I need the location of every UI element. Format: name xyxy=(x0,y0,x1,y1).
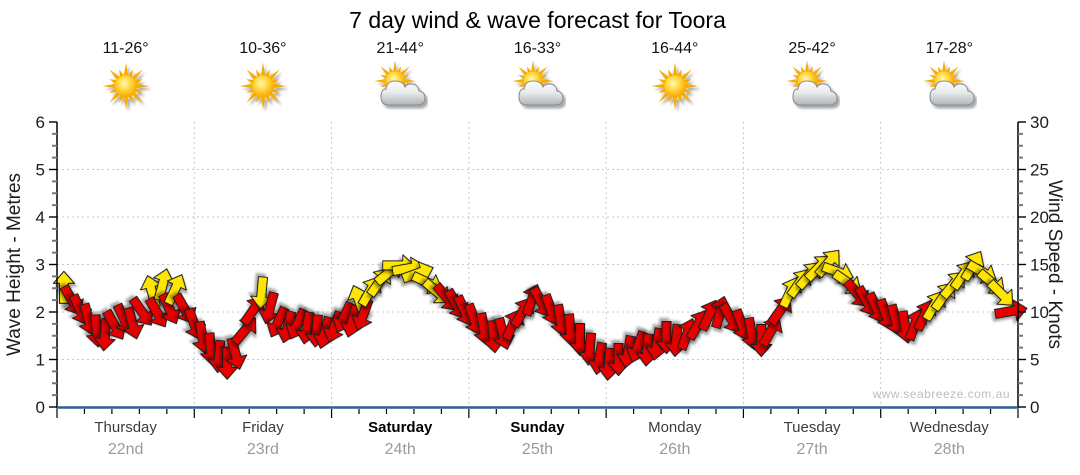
wind-speed-tick-label: 0 xyxy=(1030,398,1039,417)
sunny-icon xyxy=(239,62,287,110)
wind-arrow xyxy=(994,299,1028,322)
seabreeze-watermark: www.seabreeze.com.au xyxy=(872,387,1010,401)
cloud xyxy=(380,80,426,106)
day-date-label: 23rd xyxy=(246,441,279,458)
wind-speed-tick-label: 10 xyxy=(1030,303,1049,322)
day-name-label: Wednesday xyxy=(909,419,989,436)
wave-height-tick-label: 3 xyxy=(36,256,45,275)
wind-arrows-layer xyxy=(52,249,1028,381)
day-name-label: Sunday xyxy=(510,419,565,436)
wind-arrow xyxy=(163,274,187,307)
day-date-label: 26th xyxy=(659,441,691,458)
sun-rays xyxy=(239,62,287,110)
cloud xyxy=(517,80,564,106)
wind-arrow xyxy=(225,336,248,370)
sun-disc xyxy=(114,75,137,97)
day-name-label: Friday xyxy=(242,419,284,436)
sun-rays xyxy=(102,62,150,110)
wind-speed-tick-label: 30 xyxy=(1030,113,1049,132)
wind-arrow xyxy=(986,278,1014,306)
wave-height-tick-label: 6 xyxy=(36,113,45,132)
cloud xyxy=(792,80,838,106)
wave-height-tick-label: 0 xyxy=(36,398,45,417)
wave-height-tick-label: 5 xyxy=(36,161,45,180)
day-name-label: Saturday xyxy=(368,419,433,436)
wave-height-tick-label: 4 xyxy=(36,208,45,227)
day-name-label: Monday xyxy=(648,419,702,436)
sun-rays xyxy=(651,62,699,110)
wind-speed-tick-label: 20 xyxy=(1030,208,1049,227)
temperature-range: 25-42° xyxy=(788,40,836,57)
partly-cloudy-icon xyxy=(923,61,975,106)
day-date-label: 27th xyxy=(796,441,828,458)
sunny-icon xyxy=(102,62,150,110)
day-name-label: Tuesday xyxy=(783,419,841,436)
day-date-label: 24th xyxy=(384,441,416,458)
sunny-icon xyxy=(651,62,699,110)
page-title: 7 day wind & wave forecast for Toora xyxy=(349,7,726,33)
wind-arrow xyxy=(122,306,145,340)
wind-speed-axis-label: Wind Speed - Knots xyxy=(1044,180,1065,349)
day-date-label: 25th xyxy=(521,441,554,458)
temperature-range: 11-26° xyxy=(102,40,149,57)
partly-cloudy-icon xyxy=(374,61,426,106)
temperature-range: 16-33° xyxy=(513,40,562,57)
wave-height-tick-label: 1 xyxy=(36,351,45,370)
day-name-label: Thursday xyxy=(94,419,157,436)
partly-cloudy-icon xyxy=(786,61,838,106)
temperature-range: 21-44° xyxy=(376,40,424,57)
wave-height-tick-label: 2 xyxy=(36,303,45,322)
temperature-range: 10-36° xyxy=(239,40,287,57)
temperature-range: 17-28° xyxy=(925,40,973,57)
partly-cloudy-icon xyxy=(511,61,564,106)
temperature-range: 16-44° xyxy=(651,40,699,57)
wind-speed-tick-label: 25 xyxy=(1030,161,1049,180)
wind-speed-tick-label: 5 xyxy=(1030,351,1039,370)
wind-speed-tick-label: 15 xyxy=(1030,256,1049,275)
day-date-label: 28th xyxy=(933,441,965,458)
cloud xyxy=(929,80,975,106)
day-date-label: 22nd xyxy=(107,441,144,458)
sun-disc xyxy=(663,75,686,97)
sun-disc xyxy=(252,75,274,97)
